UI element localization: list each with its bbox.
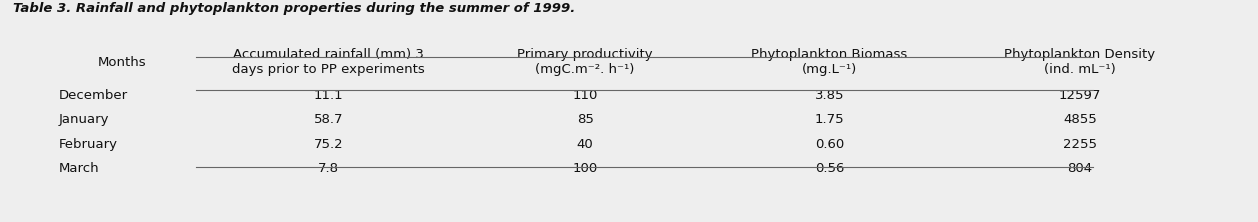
Text: Table 3. Rainfall and phytoplankton properties during the summer of 1999.: Table 3. Rainfall and phytoplankton prop… <box>13 2 575 15</box>
